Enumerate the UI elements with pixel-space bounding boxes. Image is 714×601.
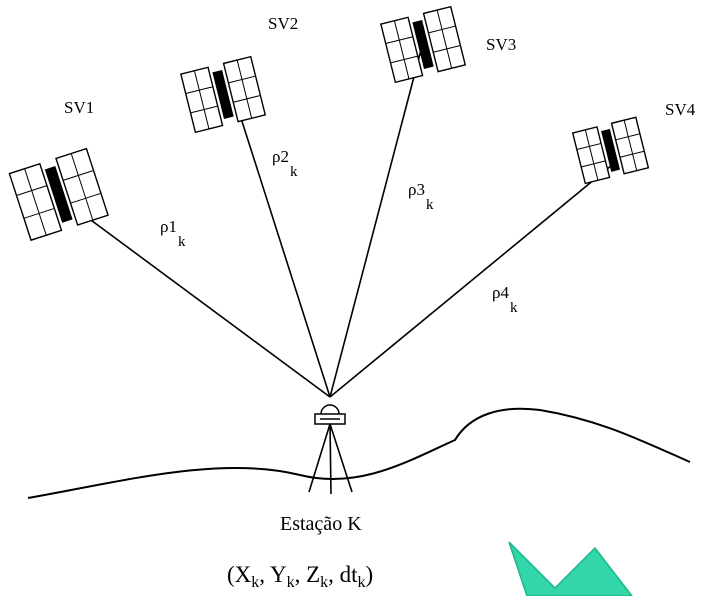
range-line-sv2	[231, 89, 331, 398]
range-label-3: ρ3k	[408, 180, 434, 213]
station-coordinates: (Xk, Yk, Zk, dtk)	[227, 562, 373, 591]
range-label-2: ρ2k	[272, 147, 298, 180]
range-line-sv1	[79, 211, 331, 398]
range-lines	[79, 49, 613, 398]
satellite-label-sv2: SV2	[268, 14, 298, 33]
range-label-1: ρ1k	[160, 217, 186, 250]
satellite-sv4	[571, 116, 650, 185]
terrain-line	[27, 407, 691, 499]
arrow-shape	[508, 541, 634, 597]
satellite-sv2	[180, 55, 267, 134]
satellite-sv1	[8, 147, 109, 242]
satellite-label-sv3: SV3	[486, 35, 516, 54]
station-tripod	[308, 423, 353, 495]
range-line-sv4	[329, 164, 613, 398]
satellite-sv3	[380, 5, 467, 84]
station-receiver	[314, 404, 346, 425]
satellite-label-sv4: SV4	[665, 100, 696, 119]
station-label: Estação K	[280, 513, 362, 535]
range-line-sv3	[329, 49, 422, 398]
range-label-4: ρ4k	[492, 283, 518, 316]
satellite-label-sv1: SV1	[64, 98, 94, 117]
